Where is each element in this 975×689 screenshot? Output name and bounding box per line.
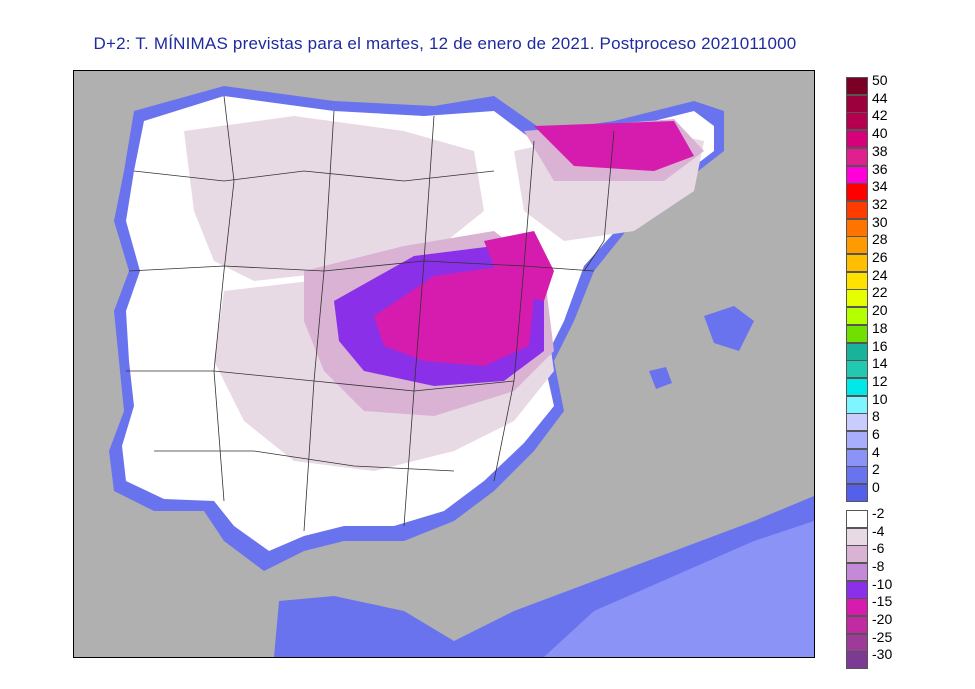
legend-tick-label: 26 [872,249,888,265]
legend-tick-label: 28 [872,231,888,248]
legend-swatch [846,360,868,379]
legend-tick-label: 10 [872,390,888,407]
legend-swatch [846,112,868,131]
legend-tick-label: 4 [872,443,880,460]
legend-tick-label: 20 [872,302,888,319]
map-title: D+2: T. MÍNIMAS previstas para el martes… [93,34,797,53]
balearic-ibiza [649,367,672,389]
legend-tick-label: 0 [872,479,880,496]
legend-tick-label: -20 [872,611,893,627]
legend-swatch [846,509,868,528]
legend-tick-label: -2 [872,504,885,521]
legend-tick-label: 24 [872,266,888,283]
legend-swatch [846,395,868,414]
legend-tick-label: 32 [872,195,888,212]
legend-tick-label: -30 [872,646,893,663]
legend-swatch [846,562,868,581]
legend-swatch [846,183,868,202]
legend-tick-label: 34 [872,178,888,195]
legend-tick-label: -10 [872,575,893,592]
legend-swatch [846,254,868,272]
legend-tick-label: 18 [872,319,888,336]
legend-tick-label: 8 [872,408,880,425]
legend-tick-label: 6 [872,426,880,442]
legend-tick-label: 42 [872,107,888,124]
zone-minus15-pyrenees [534,121,694,171]
legend-swatch [846,466,868,485]
legend-swatch [846,130,868,149]
legend-swatch [846,236,868,255]
legend-tick-label: 14 [872,355,888,372]
legend-tick-label: 22 [872,284,888,301]
legend-swatch [846,651,868,670]
legend-tick-label: -15 [872,593,893,610]
legend-swatch [846,527,868,546]
legend-swatch [846,413,868,432]
legend-tick-label: 44 [872,89,888,106]
province-borders [126,95,615,532]
legend-swatch [846,580,868,599]
legend-swatch [846,147,868,166]
legend-swatch [846,633,868,652]
legend-swatch [846,165,868,184]
balearic-mallorca [704,306,754,351]
legend-swatch [846,77,868,95]
legend-swatch [846,342,868,361]
legend-swatch [846,307,868,326]
legend-swatch [846,218,868,237]
legend-tick-label: 40 [872,125,888,142]
legend-tick-label: -25 [872,628,893,645]
legend-tick-label: 50 [872,72,888,88]
legend-swatch [846,324,868,343]
legend-tick-label: 12 [872,372,888,389]
legend-tick-label: 36 [872,160,888,177]
legend-tick-label: -6 [872,540,885,557]
legend-tick-label: 16 [872,337,888,354]
legend-swatch [846,200,868,219]
legend-swatch [846,377,868,396]
legend-swatch [846,484,868,503]
legend-swatch [846,545,868,564]
legend-tick-label: 38 [872,142,888,159]
legend-swatch [846,271,868,290]
legend-tick-label: 30 [872,213,888,230]
legend-tick-label: 2 [872,461,880,478]
north-africa-land [544,521,814,657]
legend-swatch [846,616,868,634]
map-canvas [109,86,814,657]
legend-swatch [846,448,868,467]
legend-swatch [846,431,868,449]
temperature-map [73,70,815,658]
legend-swatch [846,598,868,617]
zone-minus15-core [374,266,534,366]
legend-swatch [846,94,868,113]
legend-tick-label: -4 [872,522,885,539]
legend-swatch [846,289,868,308]
zone-minus4-north [184,116,484,281]
legend-tick-label: -8 [872,557,885,574]
